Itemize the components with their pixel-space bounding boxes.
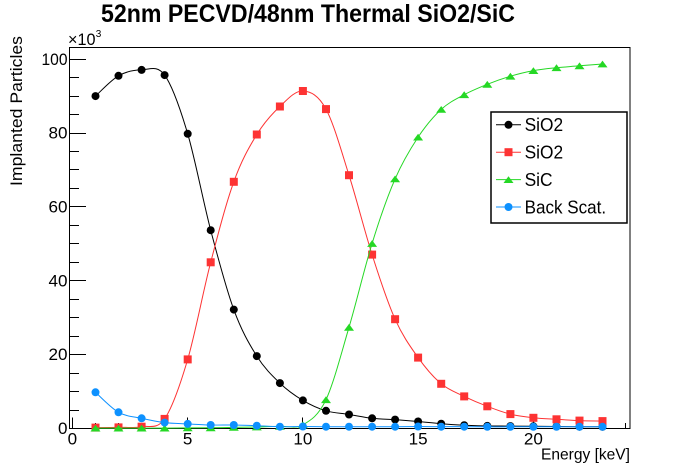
svg-text:100: 100 xyxy=(42,51,68,69)
svg-text:40: 40 xyxy=(49,272,68,290)
svg-text:SiC: SiC xyxy=(525,169,553,190)
svg-text:Back Scat.: Back Scat. xyxy=(525,196,607,217)
svg-text:Energy [keV]: Energy [keV] xyxy=(541,447,630,464)
svg-text:0: 0 xyxy=(68,431,78,449)
svg-text:15: 15 xyxy=(409,431,428,449)
svg-text:80: 80 xyxy=(49,125,68,143)
svg-text:Implanted Particles: Implanted Particles xyxy=(7,36,26,186)
svg-text:20: 20 xyxy=(49,346,68,364)
svg-text:3: 3 xyxy=(96,29,102,40)
svg-text:0: 0 xyxy=(58,420,68,438)
svg-text:52nm PECVD/48nm Thermal SiO2/S: 52nm PECVD/48nm Thermal SiO2/SiC xyxy=(101,1,515,28)
svg-text:5: 5 xyxy=(183,431,193,449)
svg-text:60: 60 xyxy=(49,199,68,217)
svg-text:10: 10 xyxy=(293,431,312,449)
svg-text:×10: ×10 xyxy=(68,31,95,49)
svg-text:SiO2: SiO2 xyxy=(525,142,564,163)
svg-text:SiO2: SiO2 xyxy=(525,114,564,135)
svg-text:20: 20 xyxy=(524,431,543,449)
